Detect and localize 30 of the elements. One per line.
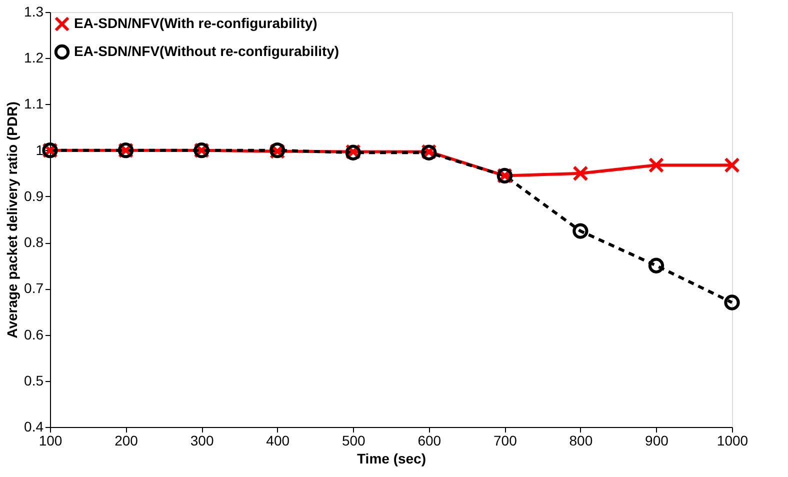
y-tick-label: 1.1 xyxy=(24,96,44,112)
y-tick-label: 0.5 xyxy=(24,372,44,388)
y-tick-label: 0.6 xyxy=(24,326,44,342)
x-axis-title: Time (sec) xyxy=(357,450,426,466)
point xyxy=(572,166,588,182)
point xyxy=(648,258,664,274)
y-tick-label: 0.8 xyxy=(24,234,44,250)
legend-label: EA-SDN/NFV(With re-configurability) xyxy=(74,15,318,31)
x-tick-label: 400 xyxy=(266,432,290,448)
legend-label: EA-SDN/NFV(Without re-configurability) xyxy=(74,43,340,59)
y-tick-label: 0.7 xyxy=(24,280,44,296)
x-tick-label: 500 xyxy=(342,432,366,448)
point xyxy=(648,157,664,173)
x-tick-label: 800 xyxy=(569,432,593,448)
y-tick-label: 0.4 xyxy=(24,418,44,434)
y-tick-label: 1.2 xyxy=(24,50,44,66)
y-tick-label: 0.9 xyxy=(24,188,44,204)
x-tick-label: 300 xyxy=(190,432,214,448)
point xyxy=(724,294,740,310)
x-tick-label: 200 xyxy=(114,432,138,448)
point xyxy=(724,157,740,173)
x-tick-label: 100 xyxy=(38,432,62,448)
x-tick-label: 1000 xyxy=(716,432,748,448)
y-tick-label: 1 xyxy=(36,142,44,158)
x-tick-label: 700 xyxy=(493,432,518,448)
x-tick-label: 900 xyxy=(645,432,669,448)
point xyxy=(572,223,588,239)
x-tick-label: 600 xyxy=(418,432,442,448)
y-tick-label: 1.3 xyxy=(24,4,44,20)
y-axis-title: Average packet delivery ratio (PDR) xyxy=(4,102,20,338)
